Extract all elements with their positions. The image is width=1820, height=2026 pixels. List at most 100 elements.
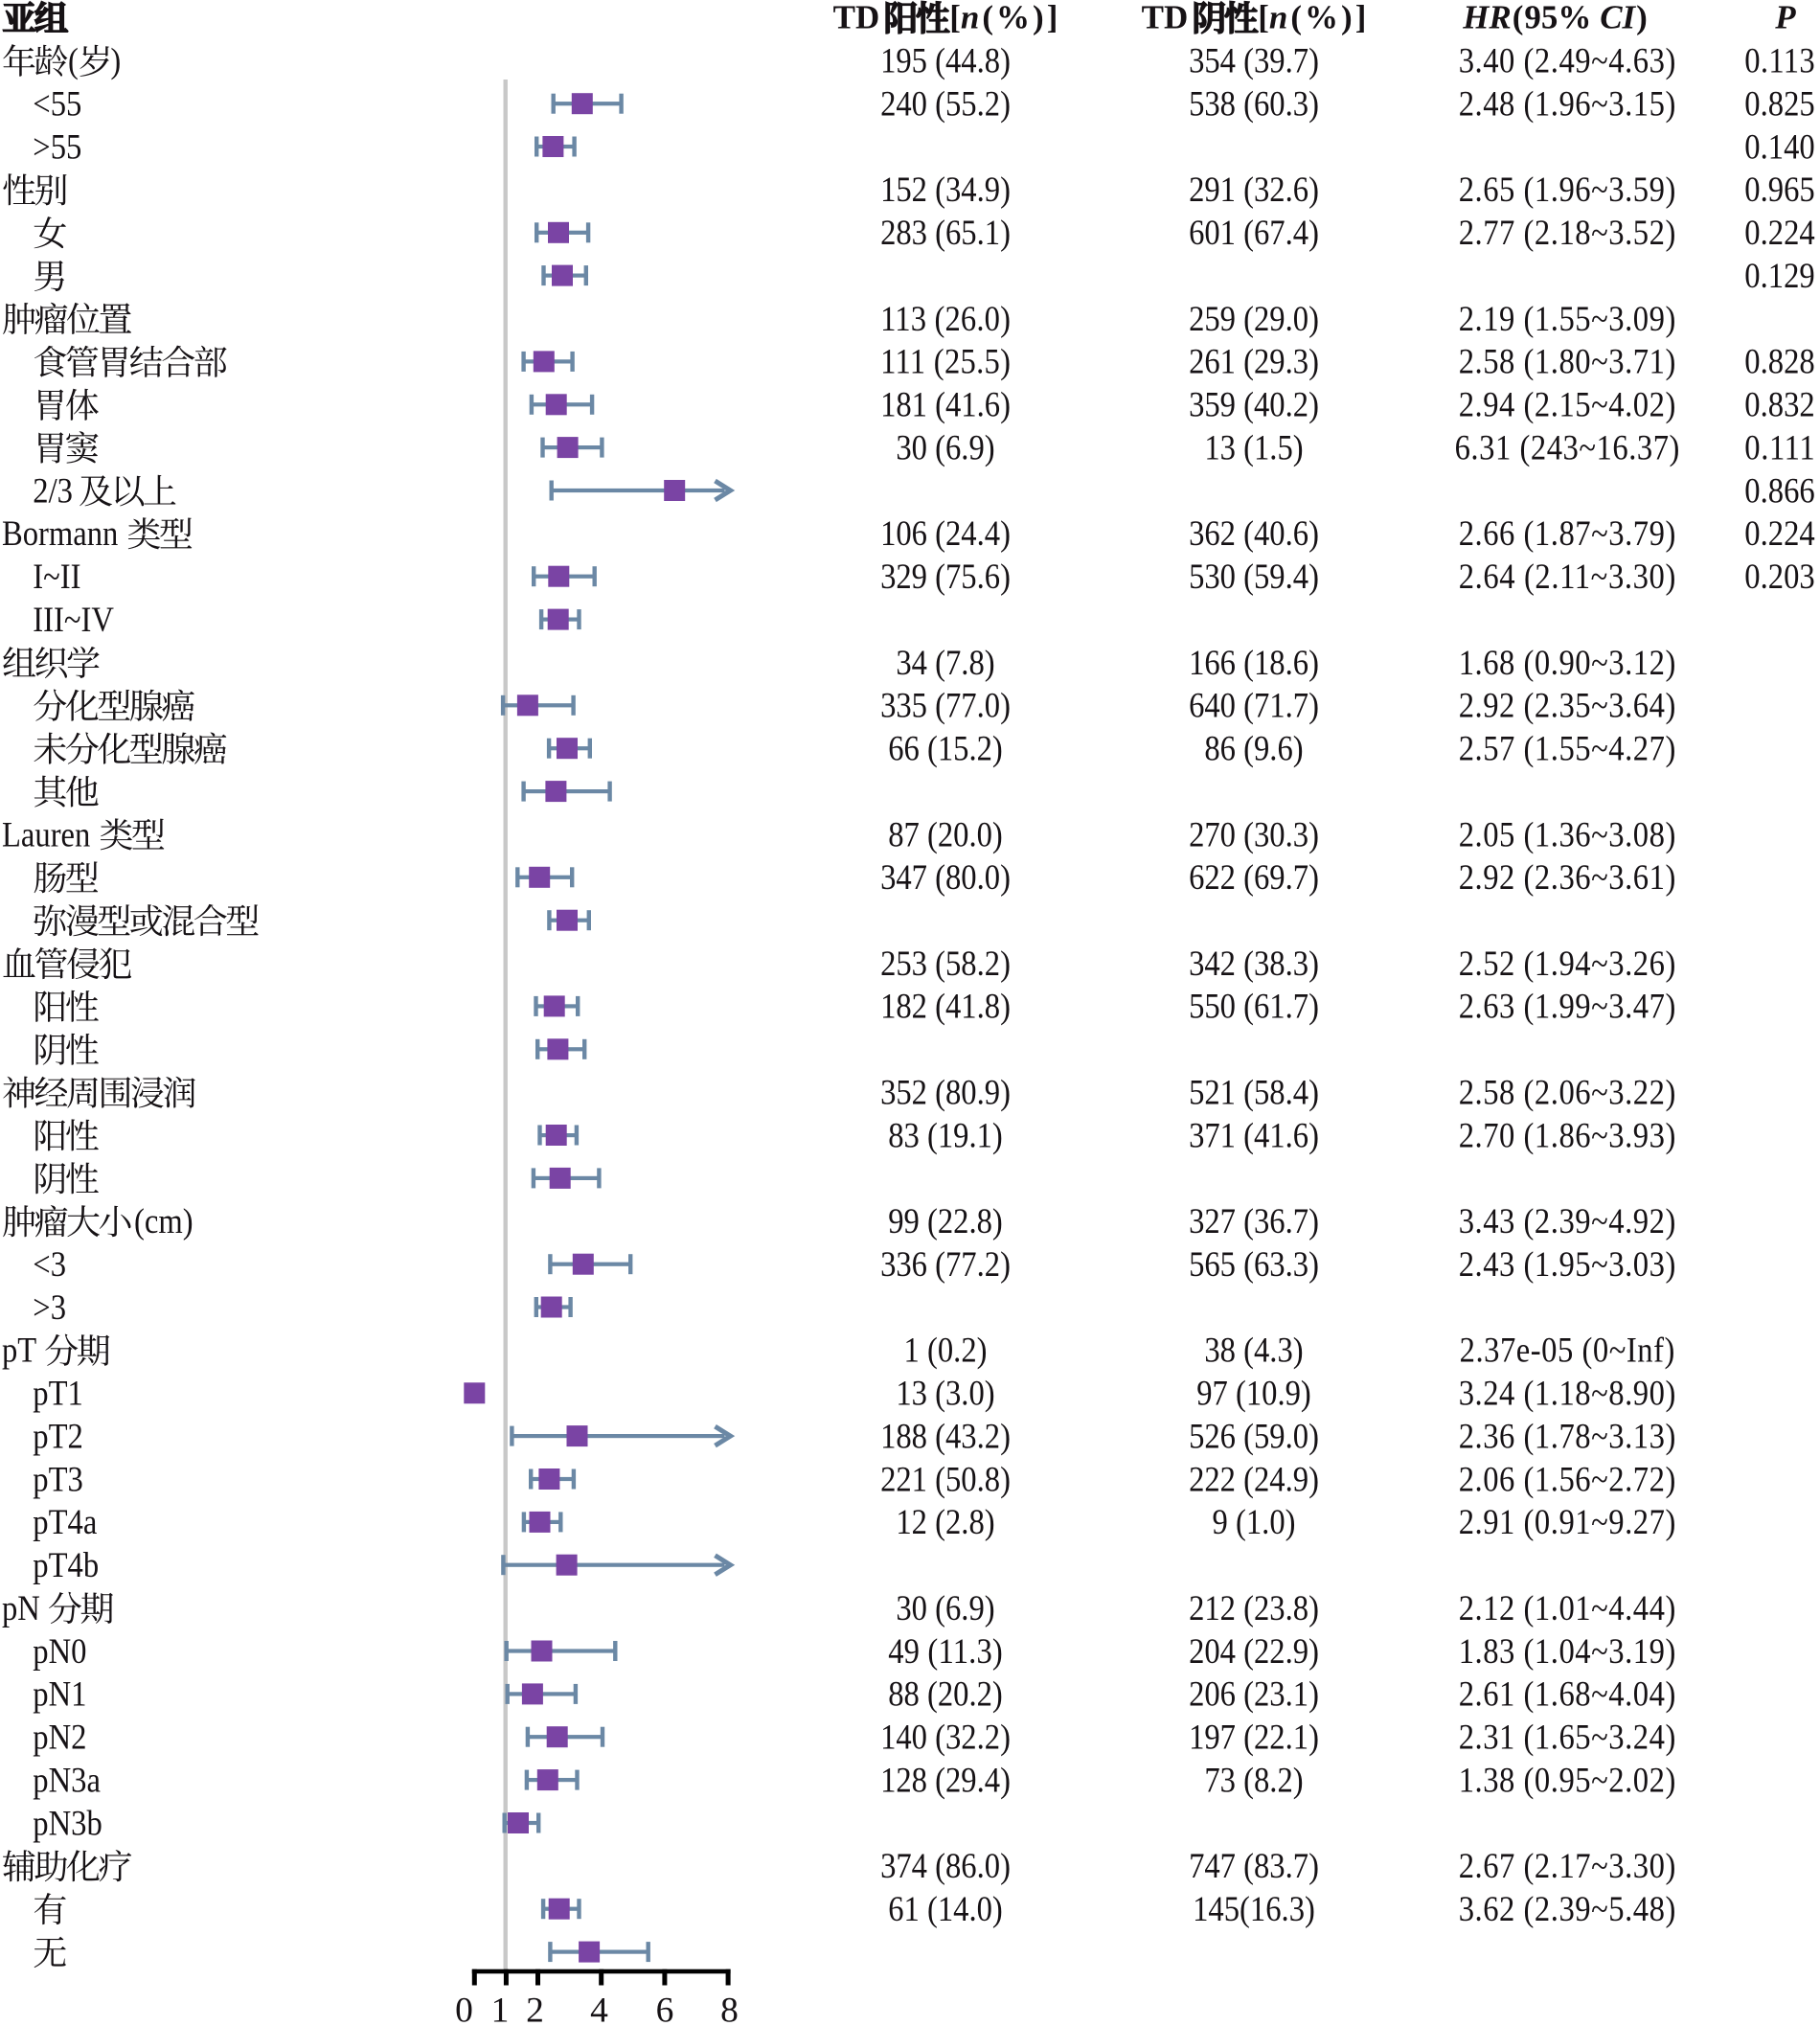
svg-text:2.36 (1.78~3.13): 2.36 (1.78~3.13) xyxy=(1459,1416,1676,1456)
svg-text:]: ] xyxy=(1047,0,1058,36)
svg-text:TD: TD xyxy=(1142,0,1189,36)
svg-text:327 (36.7): 327 (36.7) xyxy=(1189,1201,1319,1241)
svg-text:2.57 (1.55~4.27): 2.57 (1.55~4.27) xyxy=(1459,728,1676,768)
svg-text:601 (67.4): 601 (67.4) xyxy=(1189,213,1319,253)
svg-text:8: 8 xyxy=(720,1992,739,2026)
svg-text:pN3a: pN3a xyxy=(33,1760,101,1800)
svg-text:128 (29.4): 128 (29.4) xyxy=(880,1760,1011,1800)
svg-text:pT2: pT2 xyxy=(33,1416,83,1456)
svg-text:0.203: 0.203 xyxy=(1744,557,1814,597)
svg-text:I~II: I~II xyxy=(33,557,80,597)
svg-text:<3: <3 xyxy=(33,1244,66,1285)
svg-text:P: P xyxy=(1774,0,1796,36)
svg-text:2.67 (2.17~3.30): 2.67 (2.17~3.30) xyxy=(1459,1846,1676,1886)
svg-text:538 (60.3): 538 (60.3) xyxy=(1189,83,1319,124)
svg-text:197 (22.1): 197 (22.1) xyxy=(1189,1717,1319,1757)
svg-text:(: ( xyxy=(1513,0,1524,36)
svg-text:): ) xyxy=(1341,0,1353,36)
svg-text:): ) xyxy=(110,41,121,81)
svg-text:): ) xyxy=(1636,0,1648,36)
svg-text:2.64 (2.11~3.30): 2.64 (2.11~3.30) xyxy=(1459,557,1676,597)
svg-text:49 (11.3): 49 (11.3) xyxy=(888,1631,1003,1672)
svg-text:521 (58.4): 521 (58.4) xyxy=(1189,1072,1319,1112)
svg-text:%: % xyxy=(1305,0,1338,36)
svg-text:>55: >55 xyxy=(33,126,81,167)
svg-text:2.91 (0.91~9.27): 2.91 (0.91~9.27) xyxy=(1459,1502,1676,1542)
svg-text:221 (50.8): 221 (50.8) xyxy=(880,1459,1011,1499)
svg-text:526 (59.0): 526 (59.0) xyxy=(1189,1416,1319,1456)
svg-text:195 (44.8): 195 (44.8) xyxy=(880,41,1011,81)
svg-text:3.62 (2.39~5.48): 3.62 (2.39~5.48) xyxy=(1459,1889,1676,1929)
svg-text:329 (75.6): 329 (75.6) xyxy=(880,557,1011,597)
svg-text:(: ( xyxy=(1290,0,1302,36)
svg-text:2.31 (1.65~3.24): 2.31 (1.65~3.24) xyxy=(1459,1717,1676,1757)
svg-text:550 (61.7): 550 (61.7) xyxy=(1189,987,1319,1027)
svg-text:97 (10.9): 97 (10.9) xyxy=(1196,1374,1311,1414)
svg-text:0.129: 0.129 xyxy=(1744,256,1814,296)
svg-text:182 (41.8): 182 (41.8) xyxy=(880,987,1011,1027)
svg-text:30 (6.9): 30 (6.9) xyxy=(896,427,994,467)
svg-text:13 (1.5): 13 (1.5) xyxy=(1204,427,1303,467)
svg-text:73 (8.2): 73 (8.2) xyxy=(1204,1760,1303,1800)
svg-text:283 (65.1): 283 (65.1) xyxy=(880,213,1011,253)
svg-text:2.58 (2.06~3.22): 2.58 (2.06~3.22) xyxy=(1459,1072,1676,1112)
svg-text:259 (29.0): 259 (29.0) xyxy=(1189,299,1319,339)
svg-text:113 (26.0): 113 (26.0) xyxy=(880,299,1011,339)
svg-text:TD: TD xyxy=(833,0,880,36)
svg-text:3.43 (2.39~4.92): 3.43 (2.39~4.92) xyxy=(1459,1201,1676,1241)
svg-text:(cm): (cm) xyxy=(134,1201,193,1241)
svg-text:2: 2 xyxy=(526,1992,544,2026)
svg-text:2.61 (1.68~4.04): 2.61 (1.68~4.04) xyxy=(1459,1674,1676,1715)
svg-text:CI: CI xyxy=(1600,0,1636,36)
svg-text:2.92 (2.36~3.61): 2.92 (2.36~3.61) xyxy=(1459,857,1676,898)
svg-text:n: n xyxy=(1269,0,1287,36)
svg-text:622 (69.7): 622 (69.7) xyxy=(1189,857,1319,898)
svg-text:9 (1.0): 9 (1.0) xyxy=(1213,1502,1296,1542)
svg-text:0.832: 0.832 xyxy=(1744,385,1814,425)
svg-text:38 (4.3): 38 (4.3) xyxy=(1204,1331,1303,1371)
svg-text:pT4b: pT4b xyxy=(33,1545,99,1585)
svg-text:2.06 (1.56~2.72): 2.06 (1.56~2.72) xyxy=(1459,1459,1676,1499)
svg-text:206 (23.1): 206 (23.1) xyxy=(1189,1674,1319,1715)
svg-text:2.12 (1.01~4.44): 2.12 (1.01~4.44) xyxy=(1459,1588,1676,1628)
svg-text:3.40 (2.49~4.63): 3.40 (2.49~4.63) xyxy=(1459,41,1676,81)
svg-text:83 (19.1): 83 (19.1) xyxy=(888,1115,1003,1155)
svg-text:2.58 (1.80~3.71): 2.58 (1.80~3.71) xyxy=(1459,342,1676,382)
svg-text:2.65 (1.96~3.59): 2.65 (1.96~3.59) xyxy=(1459,170,1676,210)
svg-text:2.37e-05 (0~Inf): 2.37e-05 (0~Inf) xyxy=(1460,1331,1675,1371)
svg-text:640 (71.7): 640 (71.7) xyxy=(1189,686,1319,726)
svg-text:pN2: pN2 xyxy=(33,1717,86,1757)
svg-text:pN1: pN1 xyxy=(33,1674,86,1715)
svg-text:2.92 (2.35~3.64): 2.92 (2.35~3.64) xyxy=(1459,686,1676,726)
svg-text:0.224: 0.224 xyxy=(1744,513,1815,554)
svg-text:61 (14.0): 61 (14.0) xyxy=(888,1889,1003,1929)
svg-text:0.828: 0.828 xyxy=(1744,342,1814,382)
svg-text:pN3b: pN3b xyxy=(33,1803,102,1843)
svg-text:111 (25.5): 111 (25.5) xyxy=(880,342,1011,382)
svg-text:1.68 (0.90~3.12): 1.68 (0.90~3.12) xyxy=(1459,643,1676,683)
svg-text:1: 1 xyxy=(491,1992,510,2026)
svg-text:2.48 (1.96~3.15): 2.48 (1.96~3.15) xyxy=(1459,83,1676,124)
svg-text:0.111: 0.111 xyxy=(1744,427,1814,467)
svg-text:2.66 (1.87~3.79): 2.66 (1.87~3.79) xyxy=(1459,513,1676,554)
svg-text:240 (55.2): 240 (55.2) xyxy=(880,83,1011,124)
svg-text:347 (80.0): 347 (80.0) xyxy=(880,857,1011,898)
svg-text:2.77 (2.18~3.52): 2.77 (2.18~3.52) xyxy=(1459,213,1676,253)
svg-text:335 (77.0): 335 (77.0) xyxy=(880,686,1011,726)
svg-text:0.140: 0.140 xyxy=(1744,126,1814,167)
svg-text:166 (18.6): 166 (18.6) xyxy=(1189,643,1319,683)
svg-text:34 (7.8): 34 (7.8) xyxy=(896,643,994,683)
svg-text:13 (3.0): 13 (3.0) xyxy=(896,1374,994,1414)
svg-text:66 (15.2): 66 (15.2) xyxy=(888,728,1003,768)
svg-text:359 (40.2): 359 (40.2) xyxy=(1189,385,1319,425)
svg-text:2.63 (1.99~3.47): 2.63 (1.99~3.47) xyxy=(1459,987,1676,1027)
svg-text:0.825: 0.825 xyxy=(1744,83,1814,124)
svg-text:188 (43.2): 188 (43.2) xyxy=(880,1416,1011,1456)
svg-text:n: n xyxy=(961,0,979,36)
svg-text:[: [ xyxy=(949,0,961,36)
svg-text:261 (29.3): 261 (29.3) xyxy=(1189,342,1319,382)
svg-text:<55: <55 xyxy=(33,83,81,124)
svg-text:6.31 (243~16.37): 6.31 (243~16.37) xyxy=(1455,427,1680,467)
svg-text:354 (39.7): 354 (39.7) xyxy=(1189,41,1319,81)
svg-text:99 (22.8): 99 (22.8) xyxy=(888,1201,1003,1241)
